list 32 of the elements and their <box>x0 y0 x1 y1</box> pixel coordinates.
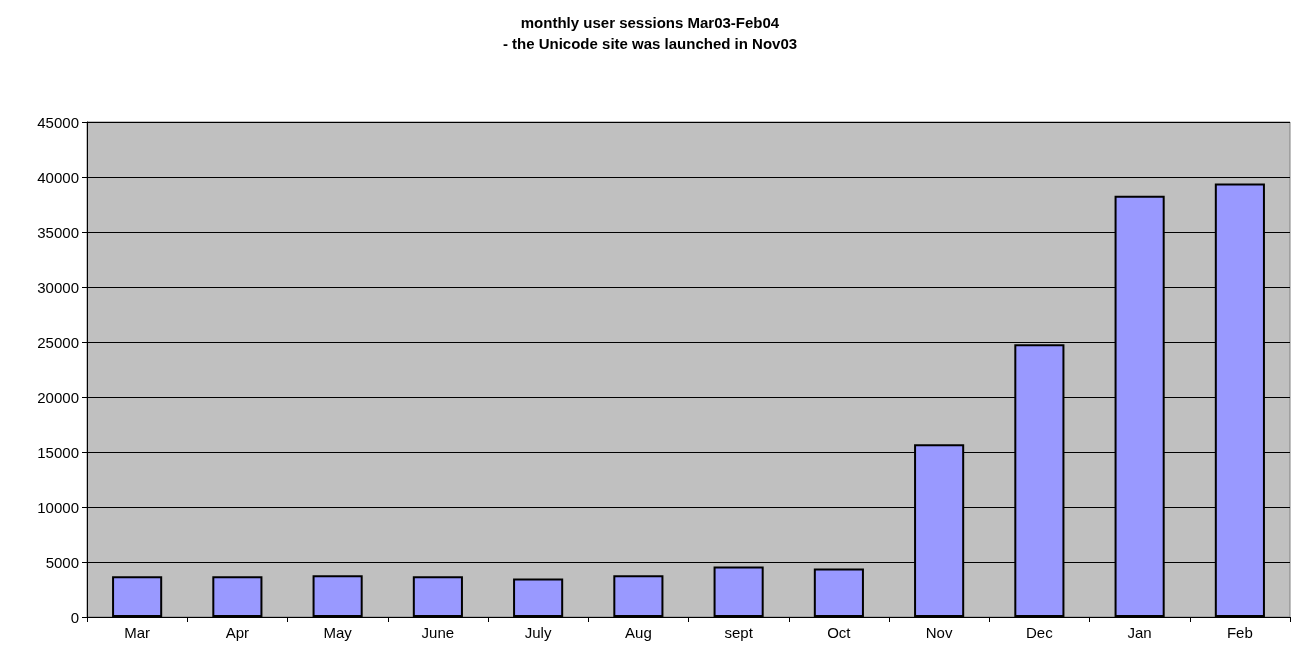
y-tick-label: 10000 <box>37 498 79 516</box>
y-tick-label: 40000 <box>37 168 79 186</box>
x-tick-label: May <box>323 624 353 641</box>
y-tick-label: 25000 <box>37 333 79 351</box>
chart-subtitle: - the Unicode site was launched in Nov03 <box>502 35 798 52</box>
bar <box>713 566 764 617</box>
x-tick-label: June <box>421 624 455 641</box>
bar <box>212 576 263 617</box>
bar <box>513 578 564 617</box>
x-tick-label: Apr <box>225 624 250 641</box>
x-tick-label: Dec <box>1026 624 1054 641</box>
y-tick-label: 5000 <box>45 553 79 571</box>
y-tick-label: 35000 <box>37 223 79 241</box>
y-tick-label: 45000 <box>37 113 79 131</box>
y-tick-label: 30000 <box>37 278 79 296</box>
bar <box>813 568 864 617</box>
y-tick-label: 20000 <box>37 388 79 406</box>
y-tick-label: 15000 <box>37 443 79 461</box>
bar <box>112 576 163 617</box>
bar <box>412 576 463 617</box>
bar <box>312 575 363 617</box>
x-tick-label: Nov <box>925 624 953 641</box>
x-tick-label: July <box>524 624 552 641</box>
x-tick-label: Feb <box>1226 624 1253 641</box>
x-tick-label: Aug <box>625 624 652 641</box>
x-tick-label: sept <box>724 624 754 641</box>
y-tick-label: 0 <box>70 608 79 626</box>
x-tick-label: Oct <box>827 624 852 641</box>
chart-title: monthly user sessions Mar03-Feb04 <box>520 14 780 31</box>
x-tick-label: Jan <box>1127 624 1152 641</box>
x-tick-label: Mar <box>124 624 151 641</box>
bar <box>613 575 664 617</box>
